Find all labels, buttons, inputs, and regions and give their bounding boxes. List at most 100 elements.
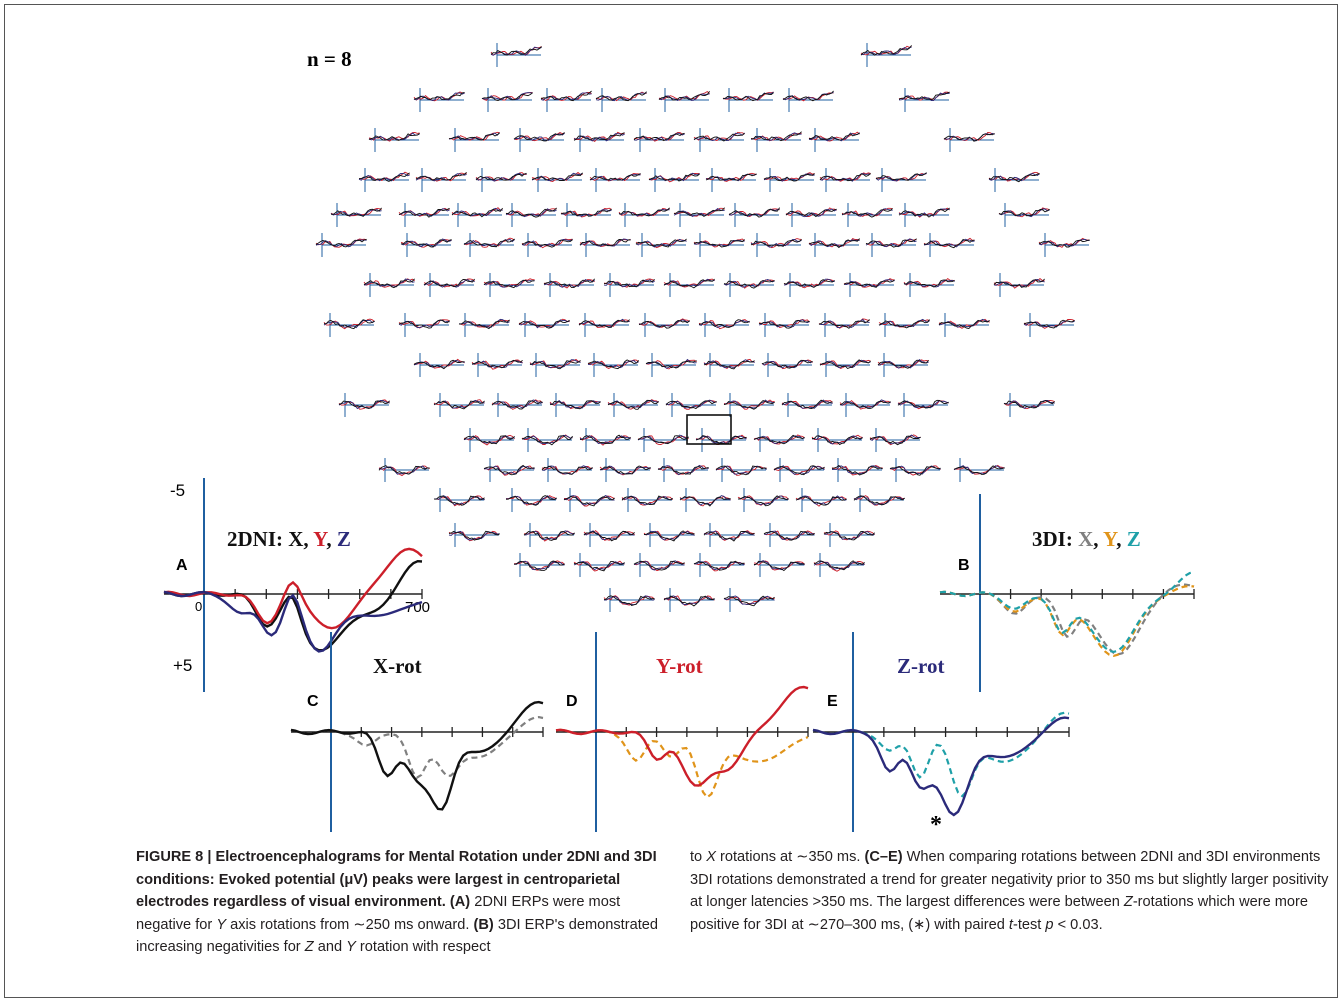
electrode-waveform	[490, 46, 542, 56]
electrode-trace	[1038, 233, 1090, 257]
eeg-figure: n = 8 -5 +5 0 700 A 2DNI: X, Y, Z 3DI: X…	[163, 43, 1195, 838]
electrode-waveform	[563, 494, 615, 506]
electrode-waveform	[589, 174, 641, 181]
electrode-trace	[923, 233, 975, 257]
electrode-waveform	[619, 207, 670, 217]
electrode-trace	[1003, 393, 1055, 417]
electrode-trace	[315, 233, 367, 257]
electrode-trace	[693, 128, 745, 152]
electrode-waveform	[988, 173, 1040, 183]
caption-ce-text2: -rotations which were more positive for …	[690, 894, 1309, 933]
electrode-waveform	[315, 238, 367, 248]
electrode-waveform	[753, 560, 805, 572]
electrode-waveform	[583, 530, 635, 542]
electrode-waveform	[705, 173, 757, 181]
electrode-waveform	[475, 172, 527, 181]
electrode-waveform	[433, 400, 485, 410]
electrode-trace	[448, 128, 500, 152]
electrode-waveform	[953, 465, 1005, 475]
electrode-waveform	[423, 278, 475, 288]
electrode-trace	[853, 488, 905, 512]
electrode-trace	[761, 353, 813, 377]
electrode-trace	[843, 273, 895, 297]
electrode-waveform	[860, 45, 912, 56]
electrode-waveform	[540, 91, 592, 101]
electrode-trace	[781, 393, 833, 417]
electrode-waveform	[633, 132, 685, 142]
electrode-waveform	[750, 239, 802, 247]
caption-right: to X rotations at ∼350 ms. (C–E) When co…	[690, 846, 1340, 936]
electrode-trace	[540, 88, 592, 112]
electrode-trace	[758, 313, 810, 337]
caption-b-and: and	[313, 939, 347, 956]
electrode-trace	[363, 273, 415, 297]
panel-a-title-sep1: ,	[303, 527, 313, 551]
title-z-rot: Z-rot	[897, 654, 944, 678]
electrode-trace	[693, 553, 745, 577]
electrode-waveform	[695, 435, 747, 445]
electrode-waveform	[723, 595, 775, 607]
panel-a-title: 2DNI: X, Y, Z	[227, 527, 351, 551]
electrode-waveform	[723, 399, 775, 410]
electrode-waveform	[781, 399, 833, 409]
electrode-waveform	[808, 238, 860, 249]
electrode-trace	[783, 273, 835, 297]
electrode-trace	[679, 488, 731, 512]
electrode-trace	[898, 88, 950, 112]
electrode-trace	[860, 43, 912, 67]
electrode-trace	[633, 128, 685, 152]
electrode-waveform	[579, 239, 631, 247]
panel-letter-a: A	[176, 557, 188, 574]
electrode-waveform	[633, 560, 685, 571]
electrode-trace	[878, 313, 930, 337]
panel-letter-c: C	[307, 693, 319, 710]
electrode-waveform	[715, 465, 767, 476]
curve-3di-z	[939, 570, 1195, 654]
electrode-trace	[715, 458, 767, 482]
panel-b-title-x: X	[1078, 527, 1093, 551]
electrode-trace	[703, 523, 755, 547]
electrode-waveform	[579, 435, 631, 446]
electrode-waveform	[633, 560, 685, 571]
caption-label: FIGURE 8 | Electroencephalograms for Men…	[136, 849, 657, 911]
electrode-waveform	[573, 560, 625, 572]
electrode-trace	[587, 353, 639, 377]
electrode-trace	[573, 553, 625, 577]
panel-b: 3DI: X, Y, Z B	[939, 494, 1195, 692]
electrode-waveform	[843, 279, 895, 288]
caption-r1-post: rotations at ∼350 ms.	[715, 849, 865, 865]
electrode-trace	[531, 168, 583, 192]
panel-b-title: 3DI: X, Y, Z	[1032, 527, 1141, 551]
electrode-trace	[808, 233, 860, 257]
panel-a-title-prefix: 2DNI:	[227, 527, 288, 551]
electrode-waveform	[471, 359, 523, 369]
electrode-trace	[795, 488, 847, 512]
electrode-waveform	[481, 92, 533, 101]
electrode-waveform	[773, 465, 825, 476]
electrode-waveform	[761, 359, 813, 369]
electrode-trace	[543, 273, 595, 297]
caption-ce-t: t	[1008, 916, 1013, 933]
electrode-waveform	[923, 238, 975, 248]
electrode-waveform	[400, 239, 452, 248]
electrode-trace	[433, 393, 485, 417]
axis-label-minus5: -5	[170, 481, 185, 500]
electrode-waveform	[818, 319, 870, 329]
electrode-waveform	[715, 465, 767, 475]
electrode-trace	[665, 393, 717, 417]
electrode-head-map	[315, 43, 1090, 612]
electrode-waveform	[521, 435, 573, 446]
electrode-trace	[943, 128, 995, 152]
electrode-waveform	[898, 207, 950, 218]
electrode-trace	[415, 168, 467, 192]
electrode-waveform	[693, 133, 745, 142]
electrode-waveform	[783, 279, 835, 288]
electrode-trace	[560, 203, 612, 227]
electrode-waveform	[875, 172, 927, 181]
electrode-waveform	[839, 399, 891, 410]
electrode-waveform	[529, 360, 581, 370]
curve-2dni-x	[163, 559, 423, 652]
electrode-trace	[338, 393, 390, 417]
electrode-trace	[423, 273, 475, 297]
panel-c-plot	[290, 632, 544, 832]
